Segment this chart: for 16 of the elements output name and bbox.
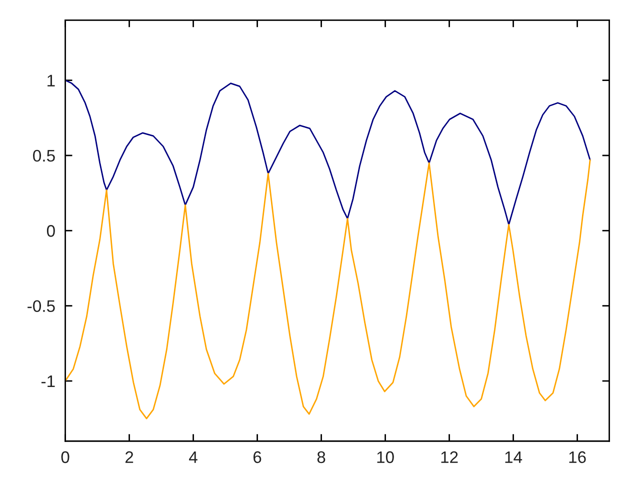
x-tick-label: 4	[189, 451, 198, 463]
y-tick-label: -1	[41, 376, 55, 388]
x-tick-label: 8	[317, 451, 326, 464]
x-tick-label: 16	[569, 451, 586, 464]
x-tick-label: 10	[377, 451, 394, 464]
y-tick-label: 1	[48, 74, 55, 86]
x-tick-label: 2	[125, 451, 134, 463]
line-series	[65, 80, 591, 226]
x-tick-label: 14	[505, 451, 522, 463]
y-tick-label: 0	[46, 225, 55, 237]
line-series	[65, 159, 591, 420]
x-tick-label: 12	[441, 451, 458, 463]
y-tick-label: -0.5	[28, 300, 55, 312]
y-tick-label: 0.5	[33, 150, 55, 162]
x-tick-label: 6	[253, 451, 262, 464]
x-tick-label: 0	[61, 451, 70, 464]
